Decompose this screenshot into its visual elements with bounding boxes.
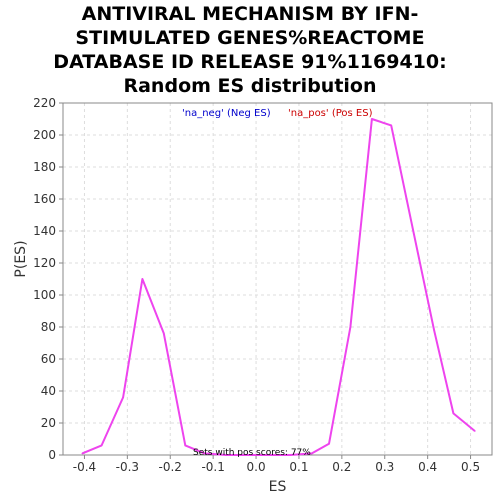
data-point	[100, 444, 103, 447]
data-point	[122, 396, 124, 399]
legend: 'na_neg' (Neg ES) 'na_pos' (Pos ES)	[182, 108, 373, 119]
x-tick-label: 0.1	[289, 460, 308, 474]
y-tick-label: 120	[33, 256, 56, 270]
x-tick-label: -0.2	[159, 460, 182, 474]
data-point	[328, 443, 330, 445]
y-tick-label: 200	[33, 128, 56, 142]
x-tick-label: 0.4	[418, 460, 437, 474]
legend-entry-pos: 'na_pos' (Pos ES)	[288, 108, 373, 119]
y-tick-label: 60	[41, 352, 56, 366]
x-axis-title: ES	[269, 479, 287, 495]
data-point	[225, 454, 227, 456]
y-tick-label: 0	[48, 448, 56, 462]
y-tick-label: 180	[33, 160, 56, 174]
data-point	[289, 454, 292, 456]
pos-scores-annotation: Sets with pos scores: 77%	[193, 448, 311, 458]
series-line	[81, 118, 476, 456]
y-tick-label: 80	[41, 320, 56, 334]
x-tick-label: 0.5	[461, 460, 480, 474]
y-axis-title: P(ES)	[13, 240, 29, 277]
data-point	[268, 454, 270, 456]
data-point	[203, 452, 206, 455]
x-tick-label: 0.3	[375, 460, 394, 474]
y-tick-label: 160	[33, 192, 56, 206]
data-point	[371, 118, 373, 120]
data-point	[311, 452, 313, 455]
gridlines	[63, 102, 492, 456]
data-point	[433, 329, 435, 332]
data-point	[184, 444, 187, 447]
chart-title: ANTIVIRAL MECHANISM BY IFN- STIMULATED G…	[53, 3, 447, 97]
data-point	[390, 124, 392, 127]
x-tick-label: 0.2	[332, 460, 351, 474]
data-point	[141, 278, 144, 280]
data-point	[349, 326, 352, 328]
x-tick-label: -0.1	[201, 460, 224, 474]
y-tick-label: 220	[33, 96, 56, 110]
x-axis: -0.4 -0.3 -0.2 -0.1 0.0 0.1 0.2 0.3 0.4 0.5	[73, 455, 480, 474]
y-tick-label: 140	[33, 224, 56, 238]
data-point	[163, 332, 165, 335]
data-point	[452, 412, 455, 415]
data-point	[474, 430, 476, 432]
x-tick-label: 0.0	[247, 460, 266, 474]
series-lines	[81, 118, 476, 456]
y-tick-label: 40	[41, 384, 56, 398]
plot-area	[63, 103, 492, 455]
x-tick-label: -0.3	[116, 460, 139, 474]
y-tick-label: 100	[33, 288, 56, 302]
data-point	[81, 452, 84, 455]
x-tick-label: -0.4	[73, 460, 96, 474]
y-axis: 0 20 40 60 80 100 120 140 160 180 200 220	[33, 96, 63, 462]
data-point	[246, 454, 249, 456]
data-point	[411, 227, 414, 229]
legend-entry-neg: 'na_neg' (Neg ES)	[182, 108, 271, 119]
y-tick-label: 20	[41, 416, 56, 430]
